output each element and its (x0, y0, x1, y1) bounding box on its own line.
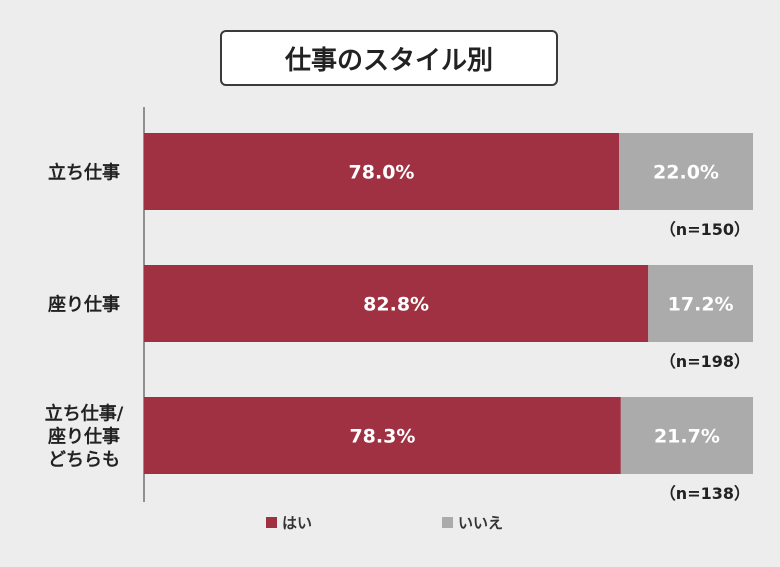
legend-swatch-no (442, 517, 453, 528)
data-label-no-1: 22.0% (653, 162, 719, 184)
sample-size-label-1: （n=150） (660, 220, 750, 239)
bar-no-1 (619, 133, 753, 210)
data-label-yes-1: 78.0% (349, 162, 415, 184)
chart-title: 仕事のスタイル別 (220, 30, 558, 86)
bar-no-2 (648, 265, 753, 342)
category-label-2-line-1: 座り仕事 (48, 294, 120, 316)
bar-no-3 (620, 397, 753, 474)
category-label-1-line-1: 立ち仕事 (48, 162, 120, 184)
data-label-yes-3: 78.3% (349, 426, 415, 448)
category-label-3-line-3: どちらも (48, 450, 120, 471)
category-label-3-line-1: 立ち仕事/ (45, 403, 124, 425)
sample-size-label-3: （n=138） (660, 484, 750, 503)
data-label-no-2: 17.2% (668, 294, 734, 316)
bar-yes-2 (144, 265, 649, 342)
bar-yes-3 (144, 397, 621, 474)
legend-swatch-yes (266, 517, 277, 528)
bar-yes-1 (144, 133, 620, 210)
category-label-3-line-2: 座り仕事 (48, 426, 120, 448)
data-label-yes-2: 82.8% (363, 294, 429, 316)
sample-size-label-2: （n=198） (660, 352, 750, 371)
data-label-no-3: 21.7% (654, 426, 720, 448)
legend-label-no: いいえ (458, 514, 503, 532)
legend-label-yes: はい (282, 514, 312, 532)
